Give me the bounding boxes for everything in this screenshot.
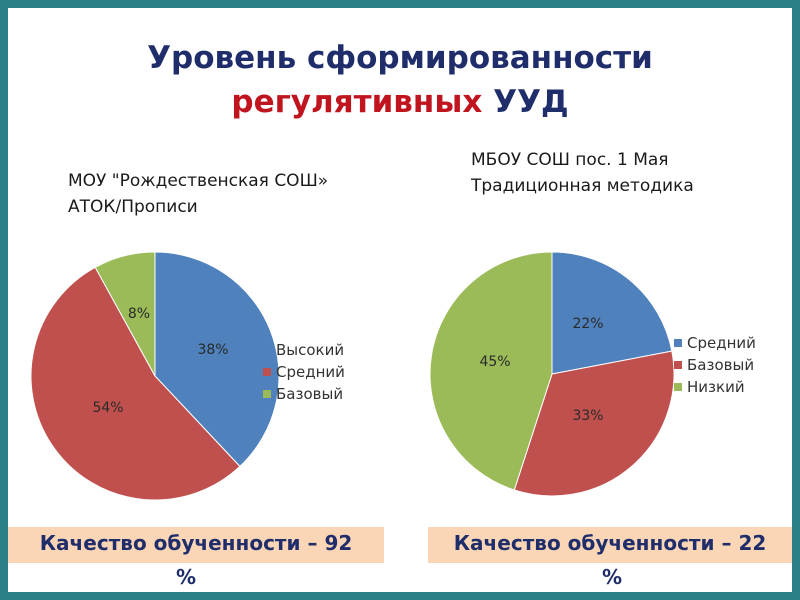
chart2-legend-label-2: Базовый: [687, 356, 755, 374]
slide-title-rest: УУД: [482, 84, 569, 120]
pie-charts: 38% 54% 8% 22% 33% 45%: [30, 251, 675, 501]
chart2-title: МБОУ СОШ пос. 1 Мая Традиционная методик…: [471, 147, 694, 199]
chart1-data-label-3: 8%: [128, 306, 150, 322]
chart2-slice-1: [551, 251, 673, 375]
quality-box-1-unit: %: [176, 565, 197, 589]
chart1-legend-label-3: Базовый: [276, 385, 344, 403]
chart1-slice-1: [154, 251, 280, 468]
chart1-slice-3: [94, 251, 156, 377]
chart1-title-line1: МОУ "Рождественская СОШ»: [68, 171, 329, 191]
chart2-slice-3: [429, 251, 553, 491]
chart2-data-label-3: 45%: [479, 354, 510, 370]
chart1-legend-label-1: Высокий: [276, 341, 345, 359]
chart2-legend-label-1: Средний: [687, 334, 756, 352]
chart2-legend-swatch-3: [674, 383, 682, 391]
quality-box-2: Качество обученности – 22: [428, 527, 792, 563]
chart1-title: МОУ "Рождественская СОШ» АТОК/Прописи: [68, 168, 328, 220]
quality-box-2-unit: %: [602, 565, 623, 589]
slide-title-emphasis: регулятивных: [231, 84, 483, 120]
chart2-title-line1: МБОУ СОШ пос. 1 Мая: [471, 150, 669, 170]
chart1-slice-2: [30, 266, 241, 501]
chart2-legend-label-3: Низкий: [687, 378, 745, 396]
slide-title-line1: Уровень сформированности: [147, 40, 653, 76]
chart2-slice-2: [513, 350, 675, 497]
chart1-legend-swatch-3: [263, 390, 271, 398]
quality-box-1: Качество обученности – 92: [8, 527, 384, 563]
chart1-legend-item-3: Базовый: [263, 383, 345, 405]
chart2-title-line2: Традиционная методика: [471, 176, 694, 196]
slide: Уровень сформированности регулятивных УУ…: [8, 8, 792, 592]
chart1-legend-item-1: Высокий: [263, 339, 345, 361]
chart2-legend-item-3: Низкий: [674, 376, 756, 398]
chart1-title-line2: АТОК/Прописи: [68, 197, 198, 217]
chart1-legend-label-2: Средний: [276, 363, 345, 381]
chart2-legend-item-1: Средний: [674, 332, 756, 354]
chart1-legend-swatch-1: [263, 346, 271, 354]
chart2-data-label-1: 22%: [572, 316, 603, 332]
chart1-data-label-2: 54%: [92, 400, 123, 416]
chart1-legend: Высокий Средний Базовый: [263, 339, 345, 405]
chart1-legend-swatch-2: [263, 368, 271, 376]
slide-title-line2: регулятивных УУД: [8, 82, 792, 122]
chart2-data-label-2: 33%: [572, 408, 603, 424]
chart2-legend-swatch-1: [674, 339, 682, 347]
chart2-legend: Средний Базовый Низкий: [674, 332, 756, 398]
chart1-legend-item-2: Средний: [263, 361, 345, 383]
chart2-legend-swatch-2: [674, 361, 682, 369]
chart1-data-label-1: 38%: [197, 342, 228, 358]
chart2-legend-item-2: Базовый: [674, 354, 756, 376]
